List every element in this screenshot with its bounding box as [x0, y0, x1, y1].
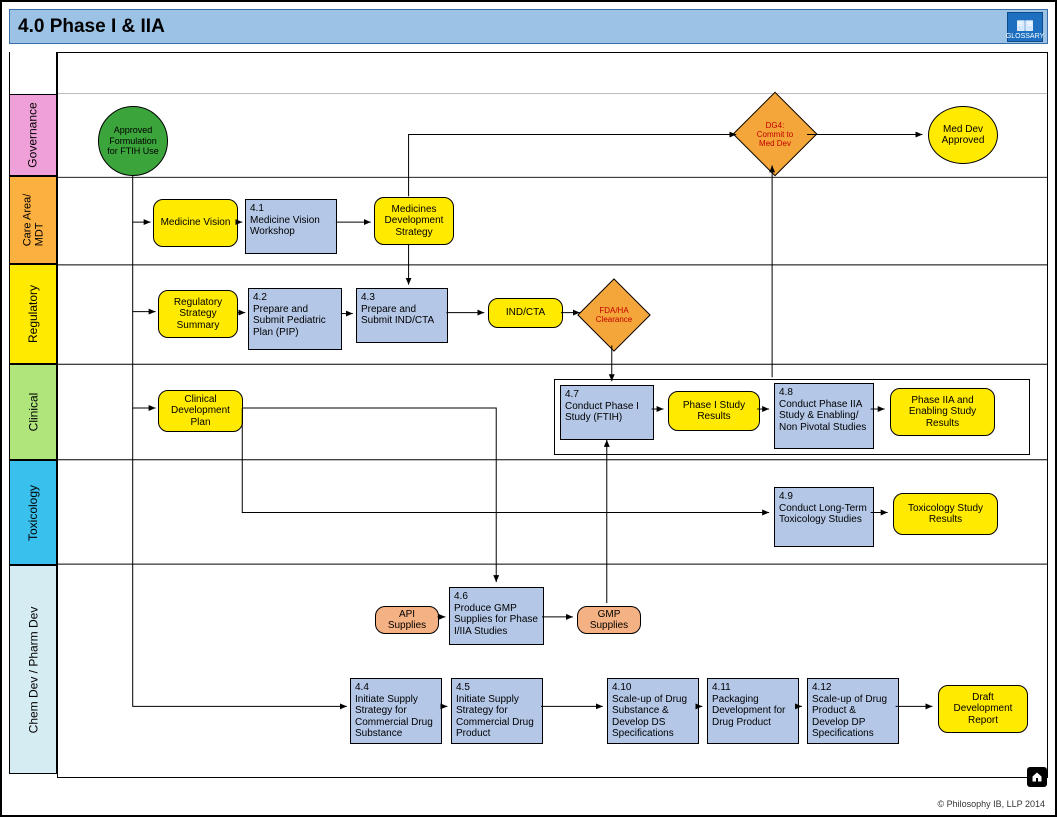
node-clinical-dev-plan: Clinical Development Plan — [158, 390, 243, 432]
glossary-button[interactable]: GLOSSARY — [1007, 12, 1043, 42]
node-fda-ha-decision: FDA/HA Clearance — [588, 289, 640, 341]
node-draft-dev-report: Draft Development Report — [938, 685, 1028, 733]
node-phase2a-results: Phase IIA and Enabling Study Results — [890, 388, 995, 436]
node-reg-strategy-summary: Regulatory Strategy Summary — [158, 290, 238, 338]
node-4-3: 4.3Prepare and Submit IND/CTA — [356, 288, 448, 343]
node-medicines-dev-strategy: Medicines Development Strategy — [374, 197, 454, 245]
lane-label-regulatory: Regulatory — [9, 264, 57, 364]
node-4-9: 4.9Conduct Long-Term Toxicology Studies — [774, 487, 874, 547]
home-button[interactable] — [1027, 767, 1047, 787]
node-dg4-decision: DG4: Commit to Med Dev — [745, 104, 805, 164]
header-bar: 4.0 Phase I & IIA GLOSSARY — [9, 9, 1048, 44]
glossary-label: GLOSSARY — [1006, 33, 1044, 40]
book-icon — [1016, 19, 1034, 33]
node-4-6: 4.6Produce GMP Supplies for Phase I/IIA … — [449, 587, 544, 645]
node-4-2: 4.2Prepare and Submit Pediatric Plan (PI… — [248, 288, 342, 350]
lane-label-governance: Governance — [9, 94, 57, 176]
node-4-4: 4.4Initiate Supply Strategy for Commerci… — [350, 678, 442, 744]
node-4-1: 4.1Medicine Vision Workshop — [245, 199, 337, 254]
node-gmp-supplies: GMP Supplies — [577, 606, 641, 634]
page-title: 4.0 Phase I & IIA — [18, 16, 165, 38]
node-med-dev-approved: Med Dev Approved — [928, 106, 998, 164]
node-4-5: 4.5Initiate Supply Strategy for Commerci… — [451, 678, 543, 744]
node-4-10: 4.10Scale-up of Drug Substance & Develop… — [607, 678, 699, 744]
node-api-supplies: API Supplies — [375, 606, 439, 634]
node-ind-cta: IND/CTA — [488, 298, 563, 328]
node-phase1-results: Phase I Study Results — [668, 391, 760, 431]
lane-label-care: Care Area/MDT — [9, 176, 57, 264]
lane-gap — [9, 52, 57, 94]
copyright-text: © Philosophy IB, LLP 2014 — [937, 799, 1045, 809]
node-4-8: 4.8Conduct Phase IIA Study & Enabling/ N… — [774, 383, 874, 449]
lane-label-toxicology: Toxicology — [9, 460, 57, 565]
node-4-7: 4.7Conduct Phase I Study (FTIH) — [560, 385, 654, 440]
node-medicine-vision: Medicine Vision — [153, 199, 238, 247]
node-4-11: 4.11Packaging Development for Drug Produ… — [707, 678, 799, 744]
node-approved-formulation: Approved Formulation for FTIH Use — [98, 106, 168, 176]
home-icon — [1031, 771, 1043, 783]
flow-canvas: Approved Formulation for FTIH Use DG4: C… — [57, 52, 1048, 778]
node-tox-results: Toxicology Study Results — [893, 493, 998, 535]
lane-label-chem: Chem Dev / Pharm Dev — [9, 565, 57, 774]
page: 4.0 Phase I & IIA GLOSSARY Governance Ca… — [0, 0, 1057, 817]
lane-label-clinical: Clinical — [9, 364, 57, 460]
node-4-12: 4.12Scale-up of Drug Product & Develop D… — [807, 678, 899, 744]
